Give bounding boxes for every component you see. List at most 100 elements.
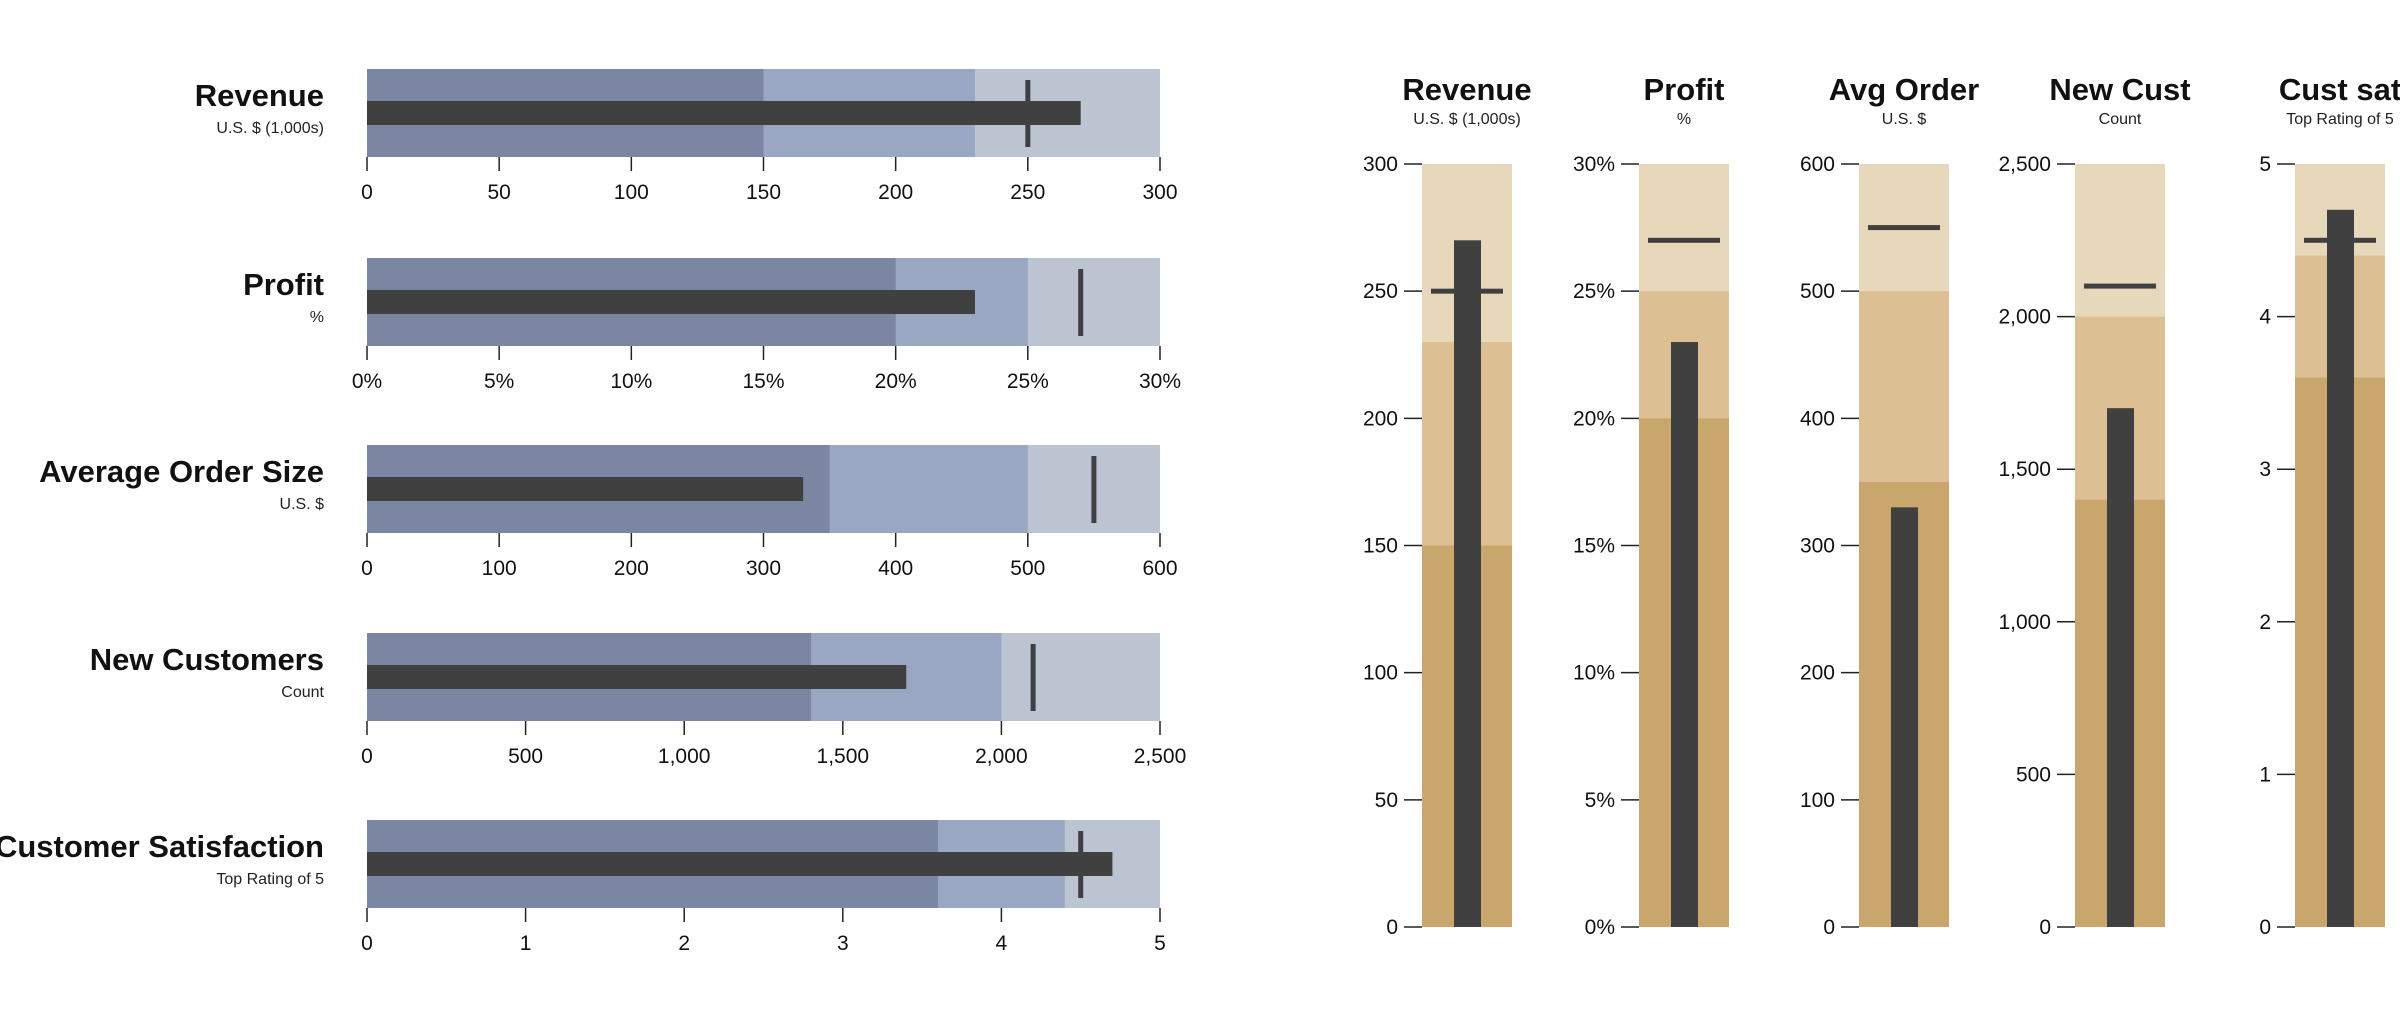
bullet-title: New Customers — [90, 642, 324, 677]
tick-label: 1,500 — [817, 745, 870, 768]
tick-label: 3 — [837, 932, 849, 955]
tick-label: 25% — [1573, 280, 1615, 303]
tick-label: 15% — [1573, 535, 1615, 558]
tick-label: 400 — [878, 557, 913, 580]
vertical-bullet-3: New Cust Count 0 500 1,000 1,500 2,000 2,500 — [1998, 72, 2190, 939]
tick-label: 3 — [2259, 458, 2271, 481]
tick-label: 1 — [520, 932, 532, 955]
marker-line — [1091, 456, 1097, 523]
tick-label: 0 — [361, 181, 373, 204]
tick-label: 0 — [2039, 916, 2051, 939]
horizontal-bullet-4: Customer Satisfaction Top Rating of 5 0 1 2 3… — [0, 820, 1166, 955]
tick-label: 300 — [746, 557, 781, 580]
marker-line — [1648, 237, 1720, 243]
measure-bar — [367, 290, 975, 314]
vertical-bullet-2: Avg Order U.S. $ 0 100 200 300 400 500 600 — [1800, 72, 1979, 939]
tick-label: 1,000 — [658, 745, 711, 768]
tick-label: 400 — [1800, 407, 1835, 430]
tick-label: 1 — [2259, 763, 2271, 786]
tick-label: 2,500 — [1134, 745, 1187, 768]
bullet-title: Customer Satisfaction — [0, 829, 324, 864]
tick-label: 20% — [875, 370, 917, 393]
tick-label: 15% — [742, 370, 784, 393]
tick-label: 300 — [1363, 153, 1398, 176]
tick-label: 600 — [1800, 153, 1835, 176]
bullet-subtitle: U.S. $ — [1882, 111, 1927, 128]
vertical-bullet-1: Profit% 0% 5% 10% 15% 20% 25% 30% — [1573, 72, 1729, 939]
bullet-title: Profit — [243, 267, 324, 302]
bullet-title: Profit — [1644, 72, 1725, 107]
bullet-subtitle: % — [310, 309, 324, 326]
tick-label: 1,000 — [1998, 611, 2051, 634]
tick-label: 300 — [1142, 181, 1177, 204]
tick-label: 600 — [1142, 557, 1177, 580]
tick-label: 50 — [487, 181, 510, 204]
tick-label: 1,500 — [1998, 458, 2051, 481]
tick-label: 5 — [2259, 153, 2271, 176]
vertical-bullet-0: Revenue U.S. $ (1,000s) 0 50 100 150 200 250 300 — [1363, 72, 1532, 939]
tick-label: 200 — [878, 181, 913, 204]
tick-label: 500 — [1800, 280, 1835, 303]
tick-label: 0 — [1823, 916, 1835, 939]
tick-label: 200 — [1363, 407, 1398, 430]
marker-line — [1868, 225, 1940, 231]
bullet-title: New Cust — [2049, 72, 2190, 107]
horizontal-bullet-3: New Customers Count 0 500 1,000 1,500 2,000 2,5… — [90, 633, 1187, 768]
tick-label: 2 — [2259, 611, 2271, 634]
tick-label: 20% — [1573, 407, 1615, 430]
horizontal-bullet-2: Average Order Size U.S. $ 0 100 200 300 400 500… — [39, 445, 1178, 580]
marker-line — [2304, 237, 2376, 243]
tick-label: 4 — [996, 932, 1008, 955]
tick-label: 500 — [1010, 557, 1045, 580]
tick-label: 10% — [610, 370, 652, 393]
measure-bar — [1671, 342, 1698, 927]
tick-label: 0 — [361, 557, 373, 580]
tick-label: 0% — [1585, 916, 1615, 939]
measure-bar — [367, 852, 1113, 876]
marker-line — [1030, 644, 1036, 711]
bullet-subtitle: % — [1677, 111, 1691, 128]
tick-label: 4 — [2259, 306, 2271, 329]
bullet-subtitle: Top Rating of 5 — [2286, 111, 2394, 128]
marker-line — [1025, 80, 1031, 147]
tick-label: 150 — [1363, 535, 1398, 558]
bullet-title: Revenue — [1402, 72, 1531, 107]
tick-label: 250 — [1010, 181, 1045, 204]
tick-label: 5% — [1585, 789, 1615, 812]
horizontal-bullet-0: Revenue U.S. $ (1,000s) 0 50 100 150 200 250 300 — [195, 69, 1178, 204]
vertical-bullet-4: Cust sat Top Rating of 5 0 1 2 3 4 5 — [2259, 72, 2400, 939]
marker-line — [1078, 831, 1084, 898]
bullet-subtitle: Count — [281, 684, 324, 701]
marker-line — [1078, 269, 1084, 336]
tick-label: 2 — [678, 932, 690, 955]
tick-label: 500 — [508, 745, 543, 768]
tick-label: 100 — [482, 557, 517, 580]
measure-bar — [367, 477, 804, 501]
bullet-subtitle: Top Rating of 5 — [216, 871, 324, 888]
tick-label: 300 — [1800, 535, 1835, 558]
bullet-subtitle: Count — [2099, 111, 2142, 128]
bullet-subtitle: U.S. $ (1,000s) — [216, 120, 324, 137]
tick-label: 200 — [1800, 662, 1835, 685]
bullet-subtitle: U.S. $ — [280, 496, 325, 513]
bullet-title: Average Order Size — [39, 454, 324, 489]
measure-bar — [1454, 240, 1481, 928]
bullet-title: Avg Order — [1829, 72, 1979, 107]
horizontal-bullet-1: Profit% 0% 5% 10% 15% 20% 25% 30% — [243, 258, 1181, 393]
tick-label: 150 — [746, 181, 781, 204]
tick-label: 0 — [361, 745, 373, 768]
bullet-title: Cust sat — [2279, 72, 2400, 107]
tick-label: 2,000 — [1998, 306, 2051, 329]
tick-label: 2,500 — [1998, 153, 2051, 176]
tick-label: 100 — [1800, 789, 1835, 812]
tick-label: 5% — [484, 370, 514, 393]
measure-bar — [2107, 408, 2134, 927]
tick-label: 50 — [1375, 789, 1398, 812]
tick-label: 0 — [361, 932, 373, 955]
bullet-subtitle: U.S. $ (1,000s) — [1413, 111, 1521, 128]
marker-line — [2084, 283, 2156, 289]
tick-label: 0 — [1386, 916, 1398, 939]
tick-label: 30% — [1139, 370, 1181, 393]
measure-bar — [1891, 507, 1918, 927]
